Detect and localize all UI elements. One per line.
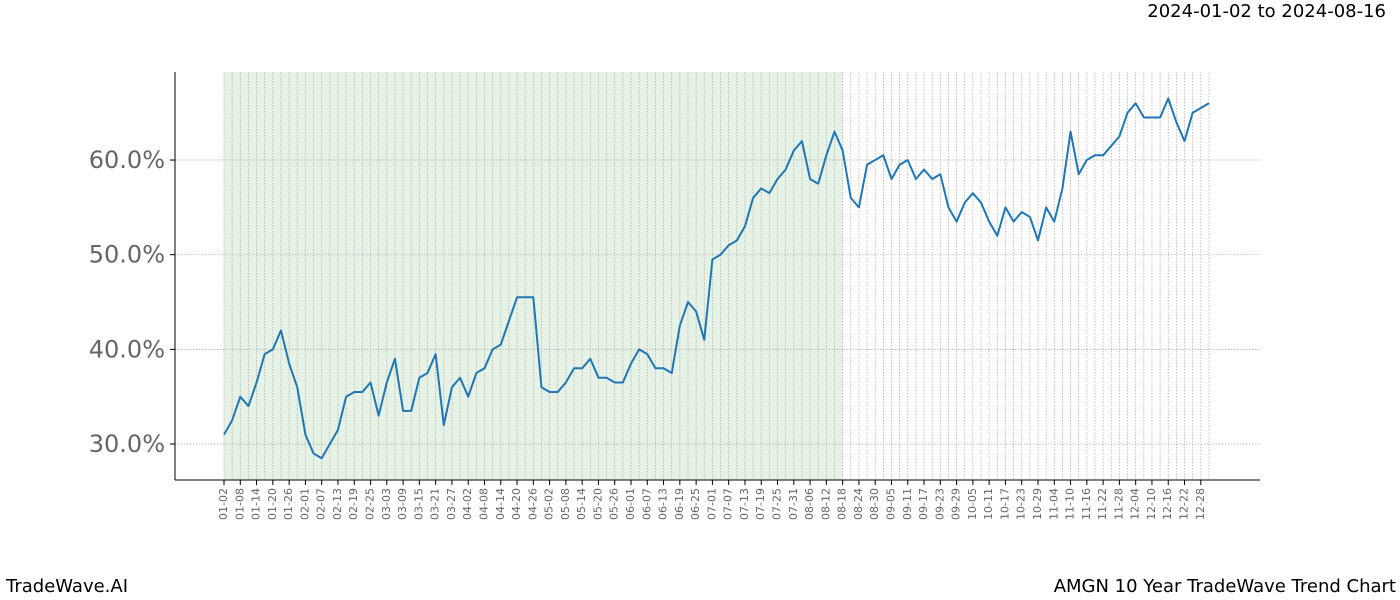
x-tick-label: 02-07 [315, 488, 328, 520]
x-tick-label: 02-19 [347, 488, 360, 520]
x-tick-label: 02-25 [364, 488, 377, 520]
x-tick-label: 08-06 [803, 488, 816, 520]
x-tick-label: 08-12 [819, 488, 832, 520]
x-tick-label: 05-26 [608, 488, 621, 520]
x-tick-label: 03-09 [396, 488, 409, 520]
x-tick-label: 05-02 [543, 488, 556, 520]
x-tick-label: 04-26 [526, 488, 539, 520]
x-tick-label: 10-11 [982, 488, 995, 520]
x-tick-label: 07-31 [787, 488, 800, 520]
x-tick-label: 09-05 [884, 488, 897, 520]
chart-title: 2024-01-02 to 2024-08-16 [1147, 1, 1386, 22]
x-tick-label: 03-27 [445, 488, 458, 520]
x-tick-label: 06-19 [673, 488, 686, 520]
x-tick-label: 06-25 [689, 488, 702, 520]
x-tick-label: 07-01 [705, 488, 718, 520]
x-tick-label: 09-29 [950, 488, 963, 520]
x-tick-label: 11-16 [1080, 488, 1093, 520]
x-tick-label: 12-28 [1194, 488, 1207, 520]
x-tick-label: 05-08 [559, 488, 572, 520]
x-tick-label: 04-08 [477, 488, 490, 520]
x-tick-label: 04-14 [494, 488, 507, 520]
y-tick-label: 50.0% [89, 241, 165, 269]
x-tick-label: 03-03 [380, 488, 393, 520]
x-tick-label: 10-05 [966, 488, 979, 520]
x-tick-label: 06-01 [624, 488, 637, 520]
x-tick-label: 08-24 [852, 488, 865, 520]
trend-line [223, 97, 1210, 460]
x-tick-label: 06-07 [640, 488, 653, 520]
x-tick-label: 02-01 [298, 488, 311, 520]
x-tick-label: 07-07 [722, 488, 735, 520]
x-tick-label: 07-25 [771, 488, 784, 520]
x-tick-label: 11-22 [1096, 488, 1109, 520]
x-tick-label: 08-18 [836, 488, 849, 520]
y-tick-label: 30.0% [89, 430, 165, 458]
x-tick-label: 09-17 [917, 488, 930, 520]
footer-left: TradeWave.AI [5, 576, 128, 597]
x-tick-label: 07-19 [754, 488, 767, 520]
x-tick-label: 04-20 [510, 488, 523, 520]
x-tick-label: 05-14 [575, 488, 588, 520]
x-tick-label: 08-30 [868, 488, 881, 520]
x-tick-label: 05-20 [591, 488, 604, 520]
x-tick-label: 01-26 [282, 488, 295, 520]
y-tick-label: 60.0% [89, 146, 165, 174]
x-tick-label: 03-15 [412, 488, 425, 520]
x-tick-label: 12-16 [1161, 488, 1174, 520]
x-tick-label: 09-23 [933, 488, 946, 520]
x-tick-label: 10-17 [998, 488, 1011, 520]
x-tick-label: 12-10 [1145, 488, 1158, 520]
x-tick-label: 11-10 [1064, 488, 1077, 520]
x-tick-label: 01-20 [266, 488, 279, 520]
y-tick-label: 40.0% [89, 335, 165, 363]
x-tick-label: 11-28 [1112, 488, 1125, 520]
x-tick-label: 03-21 [429, 488, 442, 520]
x-tick-label: 11-04 [1047, 488, 1060, 520]
x-tick-label: 12-04 [1129, 488, 1142, 520]
x-tick-label: 04-02 [461, 488, 474, 520]
x-tick-label: 02-13 [331, 488, 344, 520]
x-tick-label: 01-02 [217, 488, 230, 520]
x-tick-label: 10-23 [1015, 488, 1028, 520]
x-tick-label: 10-29 [1031, 488, 1044, 520]
x-tick-label: 01-08 [233, 488, 246, 520]
x-tick-label: 01-14 [250, 488, 263, 520]
x-tick-label: 09-11 [901, 488, 914, 520]
footer-right: AMGN 10 Year TradeWave Trend Chart [1054, 576, 1396, 597]
x-tick-label: 06-13 [657, 488, 670, 520]
x-tick-label: 07-13 [738, 488, 751, 520]
x-tick-label: 12-22 [1178, 488, 1191, 520]
